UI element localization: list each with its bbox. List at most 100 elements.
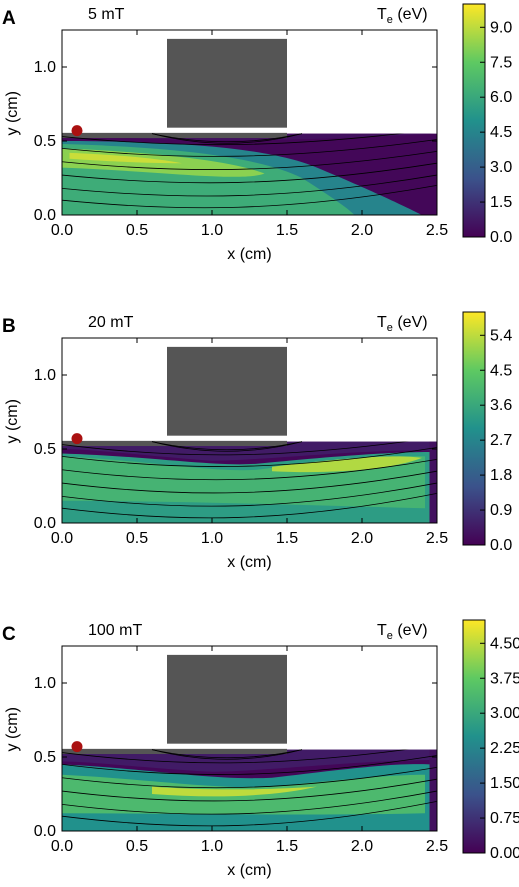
plot-frame	[61, 645, 438, 832]
te-heatmap	[62, 441, 437, 523]
cathode-marker	[71, 125, 83, 137]
x-tick-label: 2.5	[426, 838, 448, 855]
x-tick-label: 1.5	[276, 222, 298, 239]
panel-label: B	[2, 316, 16, 337]
colorbar-tick-label: 1.8	[490, 467, 512, 484]
colorbar-tick-label: 0.0	[490, 229, 512, 246]
magnet-block	[167, 38, 287, 128]
x-tick-label: 2.0	[351, 222, 373, 239]
colorbar-tick-label: 4.5	[490, 124, 512, 141]
x-tick-label: 1.5	[276, 530, 298, 547]
te-heatmap	[62, 749, 437, 831]
field-line	[62, 749, 409, 764]
x-tick-label: 1.0	[201, 838, 223, 855]
colorbar-tick-label: 3.75	[490, 670, 519, 687]
target-strip	[62, 132, 287, 139]
y-tick-label: 0.0	[34, 207, 56, 224]
field-line	[62, 133, 404, 146]
field-line	[62, 801, 437, 827]
field-line-arc	[151, 133, 303, 144]
y-tick-label: 1.0	[34, 367, 56, 384]
field-label: 20 mT	[88, 314, 134, 331]
target-strip	[62, 440, 287, 447]
colorbar-tick-label: 0.9	[490, 502, 512, 519]
colorbar-tick-label: 7.5	[490, 54, 512, 71]
colorbar-tick-label: 1.50	[490, 775, 519, 792]
field-line	[62, 766, 437, 789]
y-axis-label: y (cm)	[4, 399, 21, 443]
colorbar-tick-label: 4.50	[490, 635, 519, 652]
x-tick-label: 2.5	[426, 530, 448, 547]
y-axis-label: y (cm)	[4, 91, 21, 135]
panel-a: 0.0 0.5 1.0 1.5 2.0 2.50.00.51.0x (cm)y (cm)A…	[2, 3, 512, 263]
field-line	[62, 174, 437, 197]
magnet-block	[167, 654, 287, 744]
plot-frame	[61, 29, 438, 216]
field-line	[62, 482, 437, 507]
colorbar	[462, 311, 486, 546]
y-tick-label: 0.5	[34, 441, 56, 458]
colorbar-tick-label: 3.00	[490, 705, 519, 722]
x-tick-label: 0.5	[126, 530, 148, 547]
te-sheath	[62, 749, 437, 772]
y-tick-label: 0.5	[34, 133, 56, 150]
field-line	[62, 447, 437, 467]
te-edge	[429, 441, 437, 523]
panel-label: C	[2, 624, 16, 645]
field-line	[62, 493, 437, 519]
field-line	[62, 139, 437, 157]
panel-label: A	[2, 8, 16, 29]
panel-c: 0.0 0.5 1.0 1.5 2.0 2.50.00.51.0x (cm)y (cm)C…	[2, 619, 519, 879]
x-tick-label: 1.0	[201, 530, 223, 547]
y-tick-label: 1.0	[34, 675, 56, 692]
te-edge	[429, 749, 437, 831]
field-line-arc	[151, 749, 303, 759]
field-line	[62, 778, 437, 802]
field-line-arc	[151, 749, 303, 760]
colorbar-tick-label: 5.4	[490, 327, 512, 344]
y-axis-label: y (cm)	[4, 707, 21, 751]
x-axis-label: x (cm)	[227, 246, 271, 263]
colorbar	[462, 3, 486, 238]
field-label: 5 mT	[88, 6, 125, 23]
colorbar-tick-label: 0.0	[490, 537, 512, 554]
plot-frame	[61, 337, 438, 524]
target-strip	[62, 748, 287, 755]
field-line-arc	[151, 441, 303, 451]
field-line	[62, 458, 437, 481]
field-line	[62, 150, 437, 170]
field-line	[62, 162, 437, 184]
colorbar-tick-label: 0.75	[490, 810, 519, 827]
cathode-marker	[71, 433, 83, 445]
field-line-arc	[151, 133, 303, 143]
colorbar-title: Te (eV)	[377, 622, 428, 642]
colorbar-tick-label: 3.6	[490, 397, 512, 414]
y-tick-label: 1.0	[34, 59, 56, 76]
panel-b: 0.0 0.5 1.0 1.5 2.0 2.50.00.51.0x (cm)y (cm)B…	[2, 311, 512, 571]
x-tick-label: 0.0	[51, 838, 73, 855]
y-tick-label: 0.0	[34, 515, 56, 532]
x-tick-label: 2.0	[351, 530, 373, 547]
colorbar-tick-label: 3.0	[490, 159, 512, 176]
colorbar-tick-label: 4.5	[490, 362, 512, 379]
field-line	[62, 441, 409, 456]
field-line-arc	[151, 441, 303, 452]
x-tick-label: 1.0	[201, 222, 223, 239]
field-line	[62, 790, 437, 815]
y-tick-label: 0.5	[34, 749, 56, 766]
x-tick-label: 0.5	[126, 838, 148, 855]
field-line	[62, 185, 437, 209]
field-line	[62, 470, 437, 494]
cathode-marker	[71, 741, 83, 753]
colorbar	[462, 619, 486, 854]
colorbar-tick-label: 2.25	[490, 740, 519, 757]
x-tick-label: 2.0	[351, 838, 373, 855]
te-contour-max	[69, 152, 182, 164]
colorbar-tick-label: 6.0	[490, 89, 512, 106]
magnet-block	[167, 346, 287, 436]
colorbar-tick-label: 1.5	[490, 194, 512, 211]
colorbar-title: Te (eV)	[377, 314, 428, 334]
field-label: 100 mT	[88, 622, 142, 639]
te-sheath	[62, 441, 437, 461]
